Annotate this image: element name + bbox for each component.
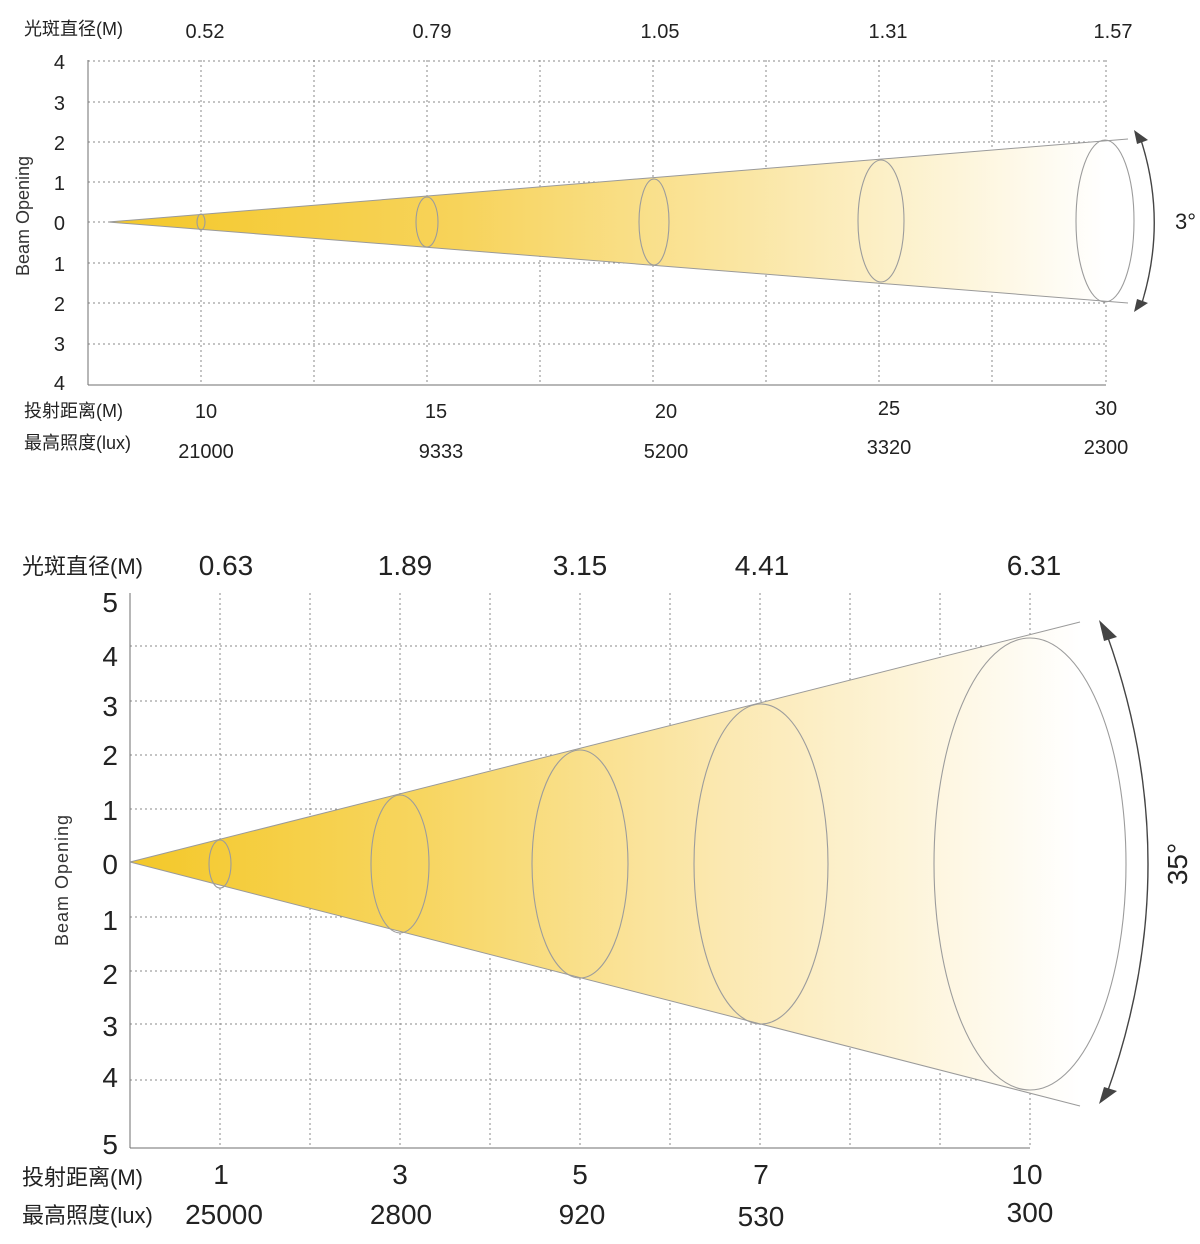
bottom-throw-distance-4: 7 [753, 1159, 769, 1190]
bottom-y-tick-5: 1 [102, 795, 118, 826]
bottom-throw-distance-2: 3 [392, 1159, 408, 1190]
bottom-spot-ellipse-2 [370, 794, 430, 934]
top-y-tick-8: 3 [54, 334, 65, 356]
top-y-tick-2: 3 [54, 93, 65, 115]
bottom-beam-angle-label: 35° [1162, 843, 1193, 885]
top-spot-ellipse-4 [857, 159, 905, 283]
bottom-y-tick-10: 4 [102, 1062, 118, 1093]
top-y-tick-4: 1 [54, 173, 65, 195]
bottom-throw-distance-5: 10 [1011, 1159, 1042, 1190]
bottom-y-tick-6: 0 [102, 849, 118, 880]
top-spot-diameter-1: 0.52 [186, 21, 225, 43]
bottom-beam-cone [130, 622, 1080, 1106]
top-max-illuminance-1: 21000 [178, 441, 234, 463]
top-max-illuminance-3: 5200 [644, 441, 689, 463]
bottom-throw-distance-row-label: 投射距离(M) [22, 1165, 143, 1190]
bottom-max-illuminance-1: 25000 [185, 1199, 263, 1230]
top-beam-edge-upper [107, 138, 1129, 223]
top-spot-ellipse-5 [1075, 139, 1135, 303]
top-spot-ellipse-2 [415, 196, 439, 248]
bottom-max-illuminance-5: 300 [1007, 1197, 1054, 1228]
bottom-spot-ellipse-3 [531, 749, 629, 979]
bottom-y-tick-8: 2 [102, 959, 118, 990]
top-max-illuminance-5: 2300 [1084, 437, 1129, 459]
top-y-axis-title: Beam Opening [13, 156, 33, 276]
bottom-y-axis-title: Beam Opening [52, 814, 72, 946]
top-beam-angle-label: 3° [1175, 209, 1196, 234]
bottom-spot-ellipse-1 [208, 839, 232, 889]
bottom-throw-distance-1: 1 [213, 1159, 229, 1190]
top-spot-diameter-2: 0.79 [413, 21, 452, 43]
top-max-illuminance-2: 9333 [419, 441, 464, 463]
top-y-tick-6: 1 [54, 254, 65, 276]
top-angle-arrow-down [1134, 299, 1148, 312]
bottom-spot-diameter-4: 4.41 [735, 550, 790, 581]
top-angle-arrow-up [1134, 130, 1148, 144]
top-throw-distance-1: 10 [195, 401, 217, 423]
top-spot-diameter-row-label: 光斑直径(M) [24, 19, 123, 39]
top-y-tick-3: 2 [54, 133, 65, 155]
top-spot-diameter-5: 1.57 [1094, 21, 1133, 43]
bottom-spot-ellipse-5 [933, 637, 1127, 1091]
top-spot-diameter-4: 1.31 [869, 21, 908, 43]
top-beam-edge-lower [107, 221, 1129, 304]
bottom-y-tick-9: 3 [102, 1011, 118, 1042]
top-max-illuminance-row-label: 最高照度(lux) [24, 433, 131, 453]
top-spot-diameter-3: 1.05 [641, 21, 680, 43]
bottom-spot-diameter-5: 6.31 [1007, 550, 1062, 581]
bottom-max-illuminance-row-label: 最高照度(lux) [22, 1203, 153, 1228]
top-max-illuminance-4: 3320 [867, 437, 912, 459]
bottom-spot-diameter-row-label: 光斑直径(M) [22, 554, 143, 579]
bottom-y-tick-1: 5 [102, 587, 118, 618]
top-throw-distance-5: 30 [1095, 398, 1117, 420]
top-throw-distance-3: 20 [655, 401, 677, 423]
beam-chart-3deg: 3° 光斑直径(M) 0.52 0.79 1.05 1.31 1.57 4 3 … [13, 19, 1196, 463]
bottom-angle-arrow-down [1099, 1087, 1117, 1104]
bottom-spot-ellipse-4 [693, 703, 829, 1025]
bottom-throw-distance-3: 5 [572, 1159, 588, 1190]
top-throw-distance-row-label: 投射距离(M) [24, 401, 123, 421]
bottom-y-tick-11: 5 [102, 1129, 118, 1160]
bottom-y-tick-2: 4 [102, 641, 118, 672]
top-throw-distance-4: 25 [878, 398, 900, 420]
bottom-spot-diameter-3: 3.15 [553, 550, 608, 581]
top-y-tick-1: 4 [54, 52, 65, 74]
bottom-beam-edge-upper [129, 621, 1081, 863]
bottom-max-illuminance-4: 530 [738, 1201, 785, 1232]
bottom-y-tick-7: 1 [102, 905, 118, 936]
top-spot-ellipse-3 [638, 178, 670, 266]
bottom-spot-diameter-2: 1.89 [378, 550, 433, 581]
top-y-tick-7: 2 [54, 294, 65, 316]
top-beam-cone [108, 139, 1128, 303]
bottom-y-tick-3: 3 [102, 691, 118, 722]
bottom-y-tick-4: 2 [102, 740, 118, 771]
top-y-tick-5: 0 [54, 213, 65, 235]
bottom-max-illuminance-3: 920 [559, 1199, 606, 1230]
top-grid [88, 60, 1107, 385]
bottom-spot-diameter-1: 0.63 [199, 550, 254, 581]
bottom-angle-arrow-up [1099, 620, 1117, 641]
top-angle-arc [1139, 136, 1155, 307]
top-spot-ellipse-1 [196, 213, 206, 231]
bottom-angle-arc [1105, 631, 1149, 1097]
top-throw-distance-2: 15 [425, 401, 447, 423]
bottom-beam-edge-lower [129, 861, 1081, 1107]
top-y-tick-9: 4 [54, 373, 65, 395]
beam-chart-35deg: 35° 光斑直径(M) 0.63 1.89 3.15 4.41 6.31 5 4… [22, 550, 1193, 1232]
bottom-max-illuminance-2: 2800 [370, 1199, 432, 1230]
